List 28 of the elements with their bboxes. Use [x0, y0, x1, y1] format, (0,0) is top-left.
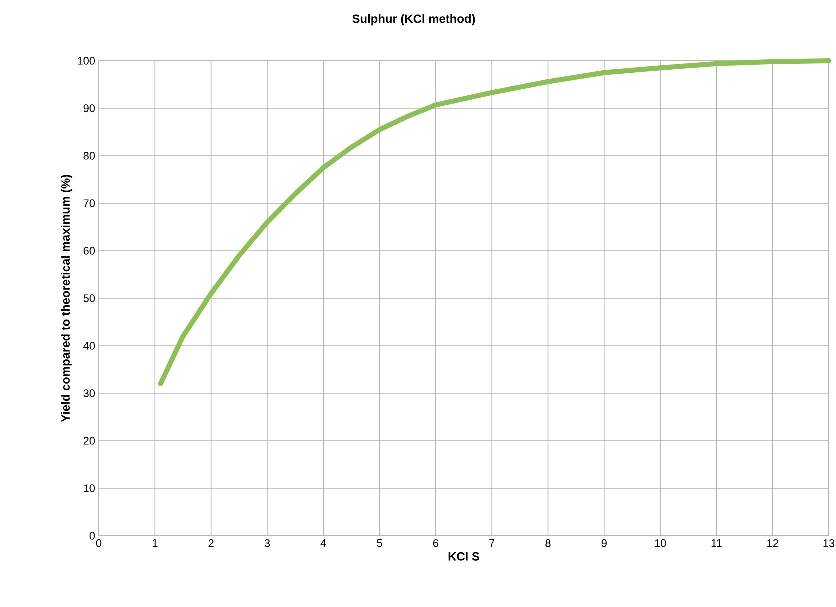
y-tick-label: 100 [78, 57, 96, 65]
x-tick-label: 1 [152, 540, 158, 548]
y-tick-label: 40 [84, 342, 96, 350]
y-tick-label: 0 [90, 532, 96, 540]
y-tick-label: 30 [84, 390, 96, 398]
x-tick-label: 11 [712, 540, 722, 548]
x-tick-label: 9 [602, 540, 607, 548]
x-tick-label: 0 [96, 540, 102, 548]
y-tick-label: 80 [84, 152, 96, 160]
y-tick-label: 60 [84, 247, 96, 255]
y-tick-label: 70 [84, 200, 96, 208]
y-tick-label: 50 [84, 294, 96, 302]
y-tick-label: 20 [84, 437, 96, 445]
x-tick-label: 13 [824, 540, 835, 548]
x-tick-label: 8 [546, 540, 551, 548]
x-tick-label: 10 [655, 540, 666, 548]
y-tick-label: 10 [84, 484, 96, 492]
x-tick-label: 5 [377, 540, 382, 548]
x-tick-label: 4 [320, 540, 326, 548]
y-axis-title: Yield compared to theoretical maximum (%) [61, 175, 72, 422]
x-tick-label: 7 [490, 540, 495, 548]
x-tick-label: 2 [208, 540, 214, 548]
x-axis-title: KCl S [448, 552, 480, 561]
x-tick-label: 6 [433, 540, 438, 548]
y-tick-label: 90 [84, 104, 96, 112]
x-tick-label: 12 [768, 540, 778, 548]
x-tick-label: 3 [264, 540, 270, 548]
chart-title: Sulphur (KCl method) [352, 14, 476, 26]
